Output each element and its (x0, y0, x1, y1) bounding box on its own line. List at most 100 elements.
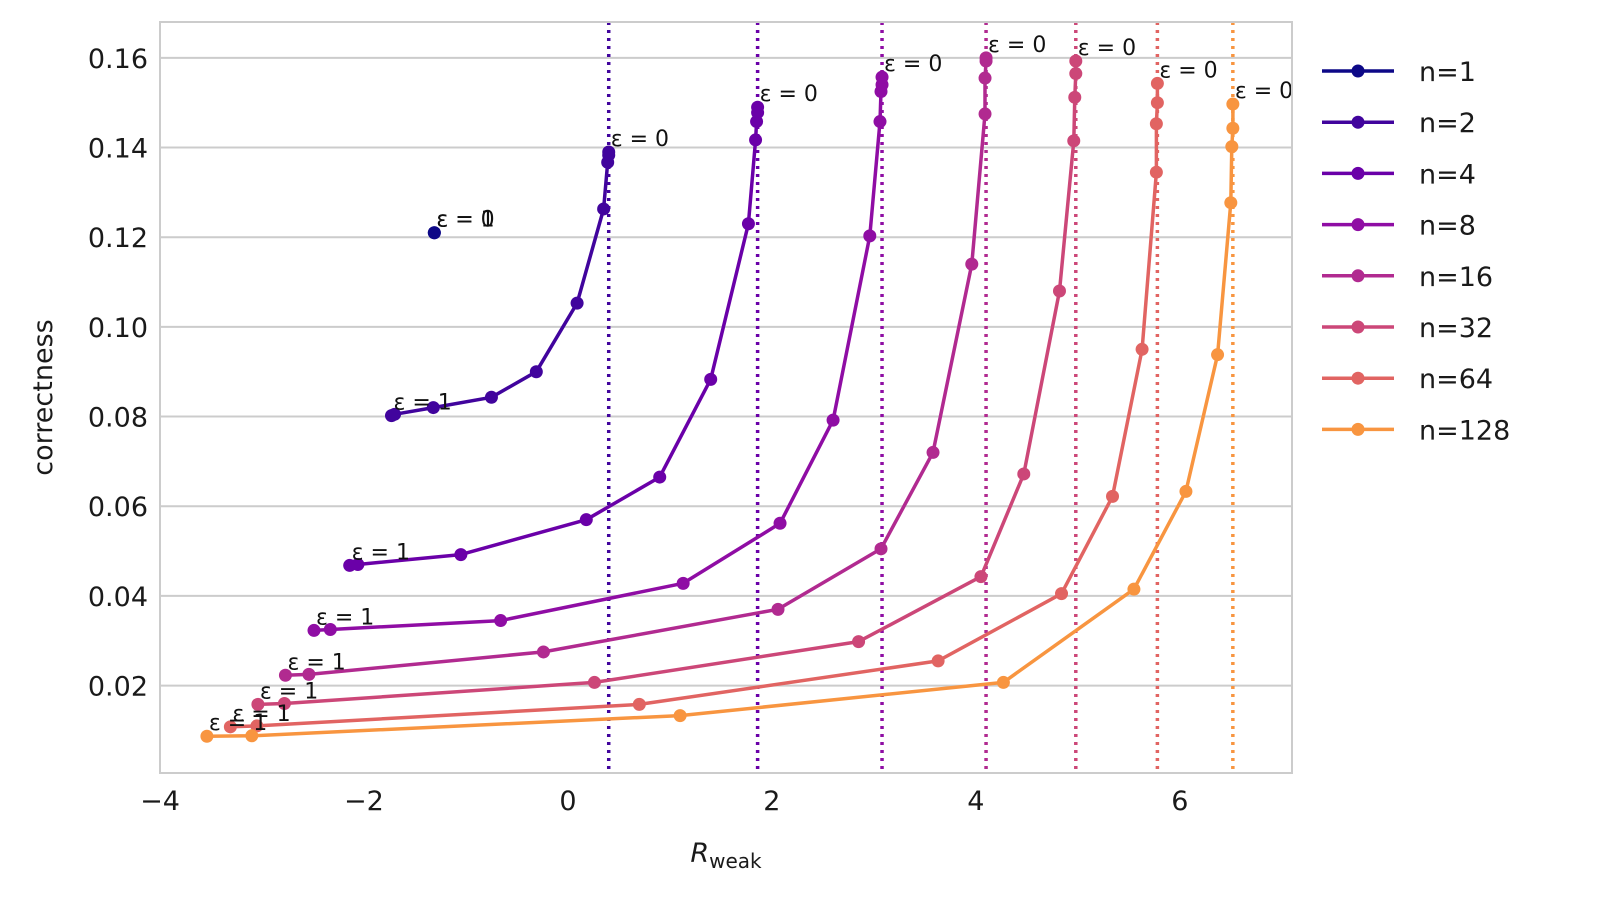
y-tick-label: 0.10 (88, 313, 148, 344)
annotation-start-n=64: ε = 1 (232, 702, 290, 727)
data-point-n=32 (1069, 54, 1083, 68)
data-point-n=32 (974, 570, 988, 584)
data-point-n=2 (570, 296, 584, 310)
data-point-n=16 (979, 51, 993, 65)
series-n=128 (200, 97, 1240, 743)
data-point-n=8 (875, 70, 889, 84)
annotations: ε = 1ε = 0ε = 1ε = 0ε = 1ε = 0ε = 1ε = 0… (209, 33, 1293, 736)
data-point-n=4 (751, 100, 765, 114)
data-point-n=64 (250, 719, 264, 733)
axis-ticks: 0.02 0.04 0.06 0.08 0.10 0.12 0.14 0.16 −4 −2 0 2 4 6 (88, 44, 1189, 817)
data-point-n=32 (1069, 67, 1083, 81)
legend-item-n=16: n=16 (1322, 262, 1493, 293)
data-point-n=128 (1226, 97, 1240, 111)
data-point-n=64 (931, 654, 945, 668)
data-point-n=2 (529, 365, 543, 379)
x-axis-label: Rweak (690, 838, 762, 873)
threshold-lines (606, 22, 1235, 773)
data-point-n=1 (427, 226, 441, 240)
data-point-n=128 (1224, 196, 1238, 210)
data-point-n=2 (426, 401, 440, 415)
legend-label-n=1: n=1 (1419, 57, 1476, 88)
y-tick-label: 0.12 (88, 223, 148, 254)
x-tick-label: −2 (344, 786, 384, 817)
data-point-n=4 (351, 558, 365, 572)
data-point-n=4 (749, 133, 763, 147)
data-point-n=32 (251, 697, 265, 711)
data-point-n=4 (653, 470, 667, 484)
data-point-n=64 (1149, 165, 1163, 179)
series-n=2 (384, 145, 616, 423)
series-n=1 (427, 226, 441, 240)
series-n=4 (343, 100, 765, 572)
data-point-n=32 (852, 635, 866, 649)
x-tick-label: 0 (559, 786, 576, 817)
data-point-n=4 (579, 513, 593, 527)
legend-marker-n=1 (1351, 64, 1365, 78)
data-point-n=128 (1179, 484, 1193, 498)
legend-item-n=32: n=32 (1322, 313, 1493, 344)
data-point-n=128 (996, 675, 1010, 689)
legend-marker-n=16 (1351, 269, 1365, 283)
legend-label-n=32: n=32 (1419, 313, 1493, 344)
data-point-n=64 (632, 697, 646, 711)
data-point-n=32 (1017, 467, 1031, 481)
legend-item-n=1: n=1 (1322, 57, 1476, 88)
plot-frame (159, 21, 1293, 774)
data-point-n=8 (773, 516, 787, 530)
data-point-n=128 (1127, 582, 1141, 596)
data-point-n=16 (978, 71, 992, 85)
data-point-n=8 (323, 623, 337, 637)
data-point-n=128 (1226, 121, 1240, 135)
data-point-n=128 (245, 729, 259, 743)
series-n=64 (223, 76, 1164, 734)
data-point-n=64 (1150, 96, 1164, 110)
data-point-n=2 (484, 390, 498, 404)
x-tick-label: 2 (763, 786, 780, 817)
x-tick-label: 6 (1171, 786, 1188, 817)
data-point-n=16 (978, 107, 992, 121)
data-point-n=2 (597, 202, 611, 216)
data-point-n=128 (673, 709, 687, 723)
legend-marker-n=64 (1351, 371, 1365, 385)
legend-item-n=4: n=4 (1322, 159, 1476, 190)
data-point-n=16 (302, 667, 316, 681)
legend-marker-n=8 (1351, 218, 1365, 232)
legend-label-n=64: n=64 (1419, 364, 1493, 395)
data-point-n=4 (454, 548, 468, 562)
data-point-n=8 (873, 115, 887, 129)
series-n=16 (278, 51, 993, 682)
legend-item-n=64: n=64 (1322, 364, 1493, 395)
y-tick-label: 0.06 (88, 492, 148, 523)
legend-item-n=128: n=128 (1322, 415, 1510, 446)
legend-marker-n=2 (1351, 115, 1365, 129)
legend-marker-n=32 (1351, 320, 1365, 334)
y-tick-label: 0.16 (88, 44, 148, 75)
y-tick-label: 0.04 (88, 582, 148, 613)
data-point-n=16 (278, 668, 292, 682)
data-point-n=2 (602, 145, 616, 159)
data-point-n=32 (1068, 90, 1082, 104)
legend-label-n=4: n=4 (1419, 159, 1476, 190)
data-point-n=64 (1055, 587, 1069, 601)
data-point-n=16 (874, 542, 888, 556)
annotation-start-n=32: ε = 1 (260, 679, 318, 704)
series-group (200, 51, 1240, 743)
annotation-end-n=4: ε = 0 (760, 82, 818, 107)
series-n=8 (307, 70, 889, 637)
data-point-n=128 (200, 729, 214, 743)
data-point-n=8 (863, 229, 877, 243)
data-point-n=32 (1052, 284, 1066, 298)
legend: n=1 n=2 n=4 n=8 n=16 n=32 n=64 n=128 (1322, 57, 1510, 446)
annotation-end-n=16: ε = 0 (988, 33, 1046, 58)
data-point-n=16 (536, 645, 550, 659)
legend-marker-n=4 (1351, 166, 1365, 180)
data-point-n=8 (676, 576, 690, 590)
annotation-end-n=8: ε = 0 (884, 52, 942, 77)
annotation-end-n=32: ε = 0 (1078, 36, 1136, 61)
annotation-end-n=64: ε = 0 (1159, 58, 1217, 83)
annotation-end-n=2: ε = 0 (611, 127, 669, 152)
annotation-start-n=1: ε = 1 (436, 208, 494, 233)
